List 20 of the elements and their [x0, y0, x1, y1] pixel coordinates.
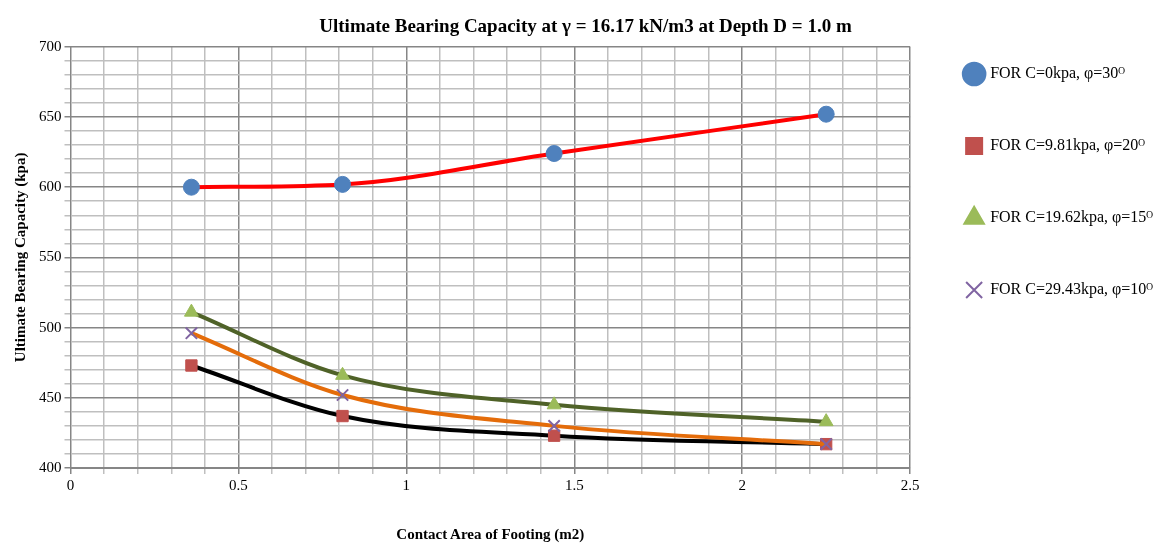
x-tick-label: 2 — [738, 476, 746, 493]
x-axis-title: Contact Area of Footing (m2) — [396, 525, 585, 543]
y-tick-label: 450 — [39, 388, 62, 405]
y-tick-label: 600 — [39, 178, 62, 195]
y-tick-label: 500 — [39, 318, 62, 335]
chart-title: Ultimate Bearing Capacity at γ = 16.17 kN/m3 at Depth D = 1.0 m — [319, 15, 852, 37]
legend-label: FOR C=0kpa, φ=30ᴼ — [990, 64, 1126, 83]
legend-label: FOR C=9.81kpa, φ=20ᴼ — [990, 136, 1146, 155]
x-tick-label: 1 — [402, 476, 411, 493]
y-tick-label: 650 — [39, 107, 62, 124]
y-tick-label: 400 — [39, 458, 62, 475]
x-tick-label: 0.5 — [229, 476, 248, 493]
legend-label: FOR C=19.62kpa, φ=15ᴼ — [990, 208, 1154, 227]
y-tick-label: 700 — [39, 37, 62, 54]
x-tick-label: 1.5 — [564, 476, 584, 493]
legend-label: FOR C=29.43kpa, φ=10ᴼ — [990, 280, 1154, 299]
y-axis-title: Ultimate Bearing Capacity (kpa) — [11, 152, 29, 363]
x-tick-label: 2.5 — [900, 476, 920, 493]
x-tick-label: 0 — [66, 476, 75, 493]
y-tick-label: 550 — [39, 248, 62, 265]
